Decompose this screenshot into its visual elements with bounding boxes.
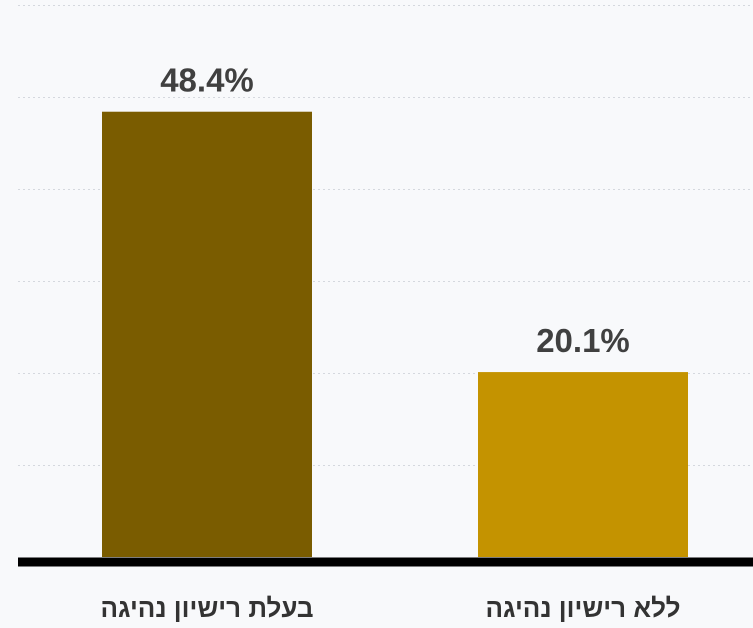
category-labels: בעלת רישיון נהיגה ללא רישיון נהיגה (100, 593, 680, 623)
bar-1 (102, 111, 312, 557)
value-label-1: 48.4% (160, 62, 254, 99)
category-label-1: בעלת רישיון נהיגה (100, 593, 313, 623)
bars (102, 111, 688, 557)
category-label-2: ללא רישיון נהיגה (485, 593, 680, 623)
value-labels: 48.4% 20.1% (160, 62, 630, 359)
value-label-2: 20.1% (536, 322, 630, 359)
bar-2 (478, 372, 688, 557)
